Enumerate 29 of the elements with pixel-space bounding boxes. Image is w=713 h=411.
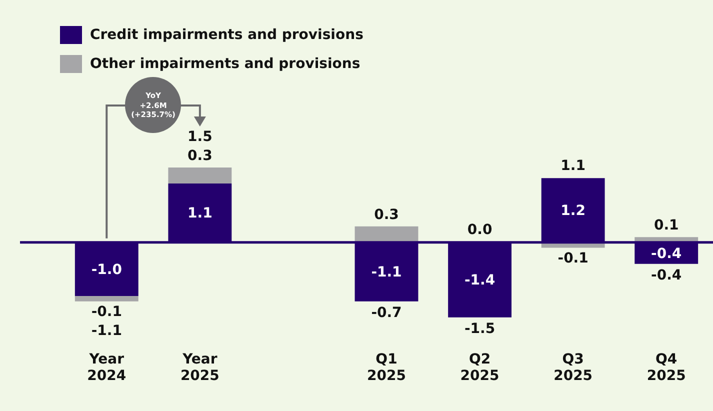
data-label: 0.3	[188, 148, 212, 164]
x-tick-label: Q3 2025	[554, 351, 593, 384]
x-tick-label: Year 2024	[87, 351, 126, 384]
legend-label: Other impairments and provisions	[90, 56, 360, 72]
bar	[354, 226, 418, 242]
data-label: -1.1	[371, 264, 402, 281]
bar	[74, 296, 138, 302]
data-label: 0.0	[467, 222, 492, 238]
data-label: -0.4	[651, 246, 682, 262]
data-label: 1.2	[560, 202, 586, 219]
data-label: 0.1	[654, 218, 679, 234]
x-tick-label: Year 2025	[180, 351, 220, 384]
x-tick-label: Q4 2025	[646, 351, 686, 384]
data-label: 0.3	[374, 207, 399, 223]
data-label: 1.1	[188, 206, 212, 222]
x-tick-label: Q1 2025	[367, 351, 406, 384]
data-label: -1.0	[91, 262, 122, 278]
total-label: -1.5	[464, 321, 496, 338]
total-label: -0.4	[651, 267, 682, 284]
total-label: 1.5	[188, 129, 212, 146]
total-label: 1.1	[560, 158, 586, 174]
data-label: -1.4	[464, 272, 496, 289]
data-label: -0.1	[558, 250, 588, 266]
total-label: -1.1	[91, 322, 122, 339]
data-label: -0.1	[91, 304, 122, 320]
x-tick-label: Q2 2025	[460, 351, 500, 384]
total-label: -0.7	[371, 304, 402, 321]
legend-label: Credit impairments and provisions	[90, 27, 364, 43]
bar	[168, 167, 232, 184]
